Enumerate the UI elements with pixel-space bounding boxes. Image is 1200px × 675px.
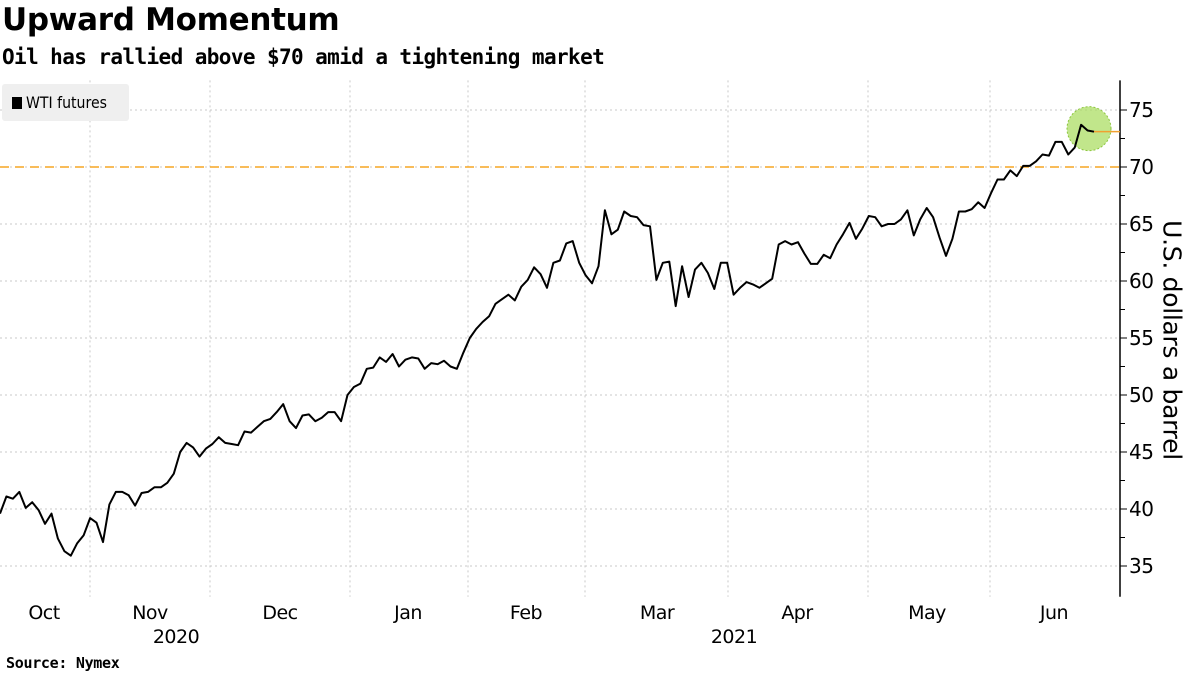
x-tick-label: Dec	[262, 602, 298, 624]
y-tick-label: 65	[1129, 212, 1153, 236]
y-tick-label: 75	[1129, 98, 1153, 122]
x-year-label: 2021	[710, 626, 758, 648]
latest-value-highlight	[1066, 106, 1112, 152]
chart-title: Upward Momentum	[2, 2, 340, 38]
y-tick-label: 70	[1129, 155, 1153, 179]
y-tick-label: 35	[1129, 554, 1153, 578]
x-tick-label: Apr	[781, 602, 813, 624]
x-tick-label: May	[908, 602, 946, 624]
y-tick-label: 50	[1129, 383, 1153, 407]
x-tick-label: Jun	[1039, 602, 1069, 624]
y-tick-label: 60	[1129, 269, 1153, 293]
x-tick-label: Oct	[28, 602, 60, 624]
source-note: Source: Nymex	[6, 654, 120, 672]
y-tick-label: 55	[1129, 326, 1153, 350]
series-line-wti-futures	[0, 123, 1095, 557]
chart-subtitle: Oil has rallied above $70 amid a tighten…	[2, 45, 605, 69]
y-tick-label: 40	[1129, 497, 1153, 521]
legend: WTI futures	[2, 84, 129, 121]
x-tick-label: Nov	[132, 602, 168, 624]
x-tick-label: Mar	[639, 602, 675, 624]
y-tick-label: 45	[1129, 440, 1153, 464]
legend-label: WTI futures	[26, 93, 107, 112]
x-year-label: 2020	[152, 626, 200, 648]
legend-swatch	[12, 96, 22, 109]
x-tick-label: Feb	[509, 602, 543, 624]
y-axis-title: U.S. dollars a barrel	[1157, 220, 1187, 460]
x-tick-label: Jan	[394, 602, 422, 624]
